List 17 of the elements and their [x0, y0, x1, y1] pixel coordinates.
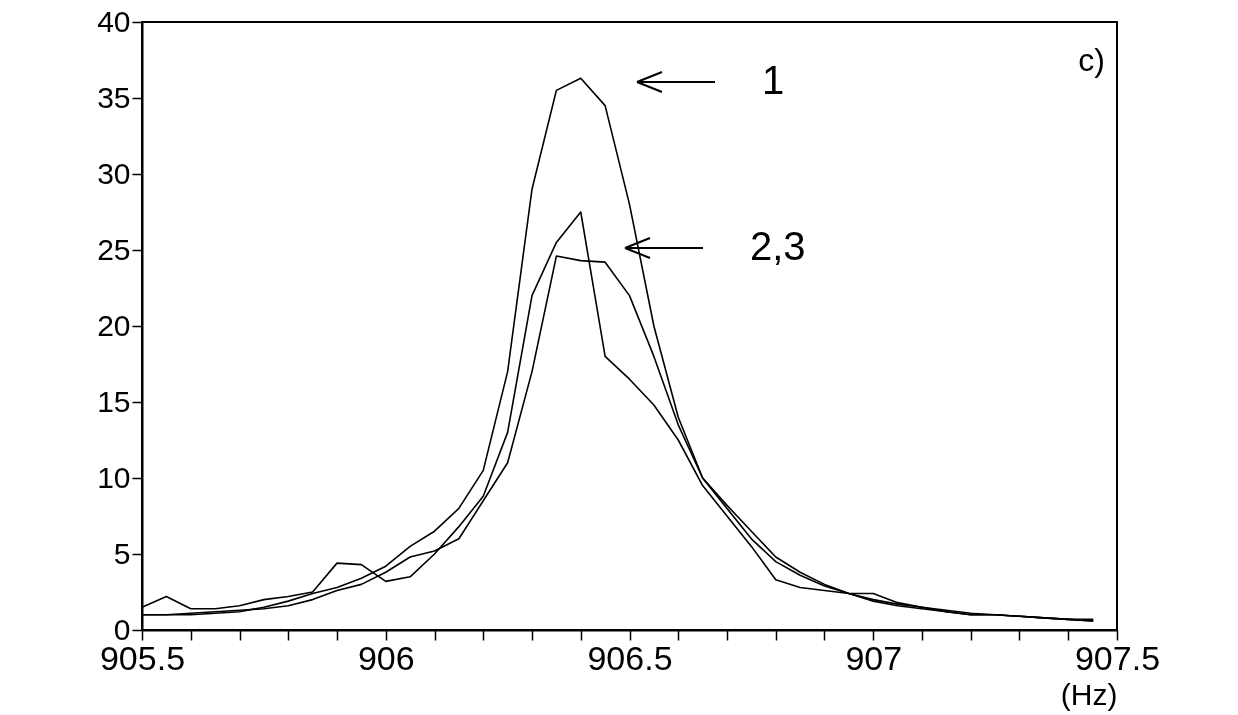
y-tick-label: 40: [97, 4, 131, 38]
x-tick-label: 907: [845, 638, 903, 677]
y-tick-label: 20: [97, 308, 131, 342]
x-tick-label: 906.5: [587, 638, 673, 677]
y-tick-label: 25: [97, 232, 131, 266]
y-tick-label: 5: [113, 536, 131, 570]
y-tick-label: 35: [97, 80, 131, 114]
x-axis-title: (Hz): [1060, 677, 1118, 711]
annotation: 2,3: [750, 224, 806, 268]
y-tick-label: 0: [113, 612, 131, 646]
y-tick-label: 15: [97, 384, 131, 418]
y-tick-label: 30: [97, 156, 131, 190]
y-tick-label: 10: [97, 460, 131, 494]
annotation: c): [1078, 42, 1105, 78]
x-tick-label: 907.5: [1074, 638, 1161, 677]
annotation: 1: [762, 58, 785, 102]
x-tick-label: 906: [357, 638, 415, 677]
